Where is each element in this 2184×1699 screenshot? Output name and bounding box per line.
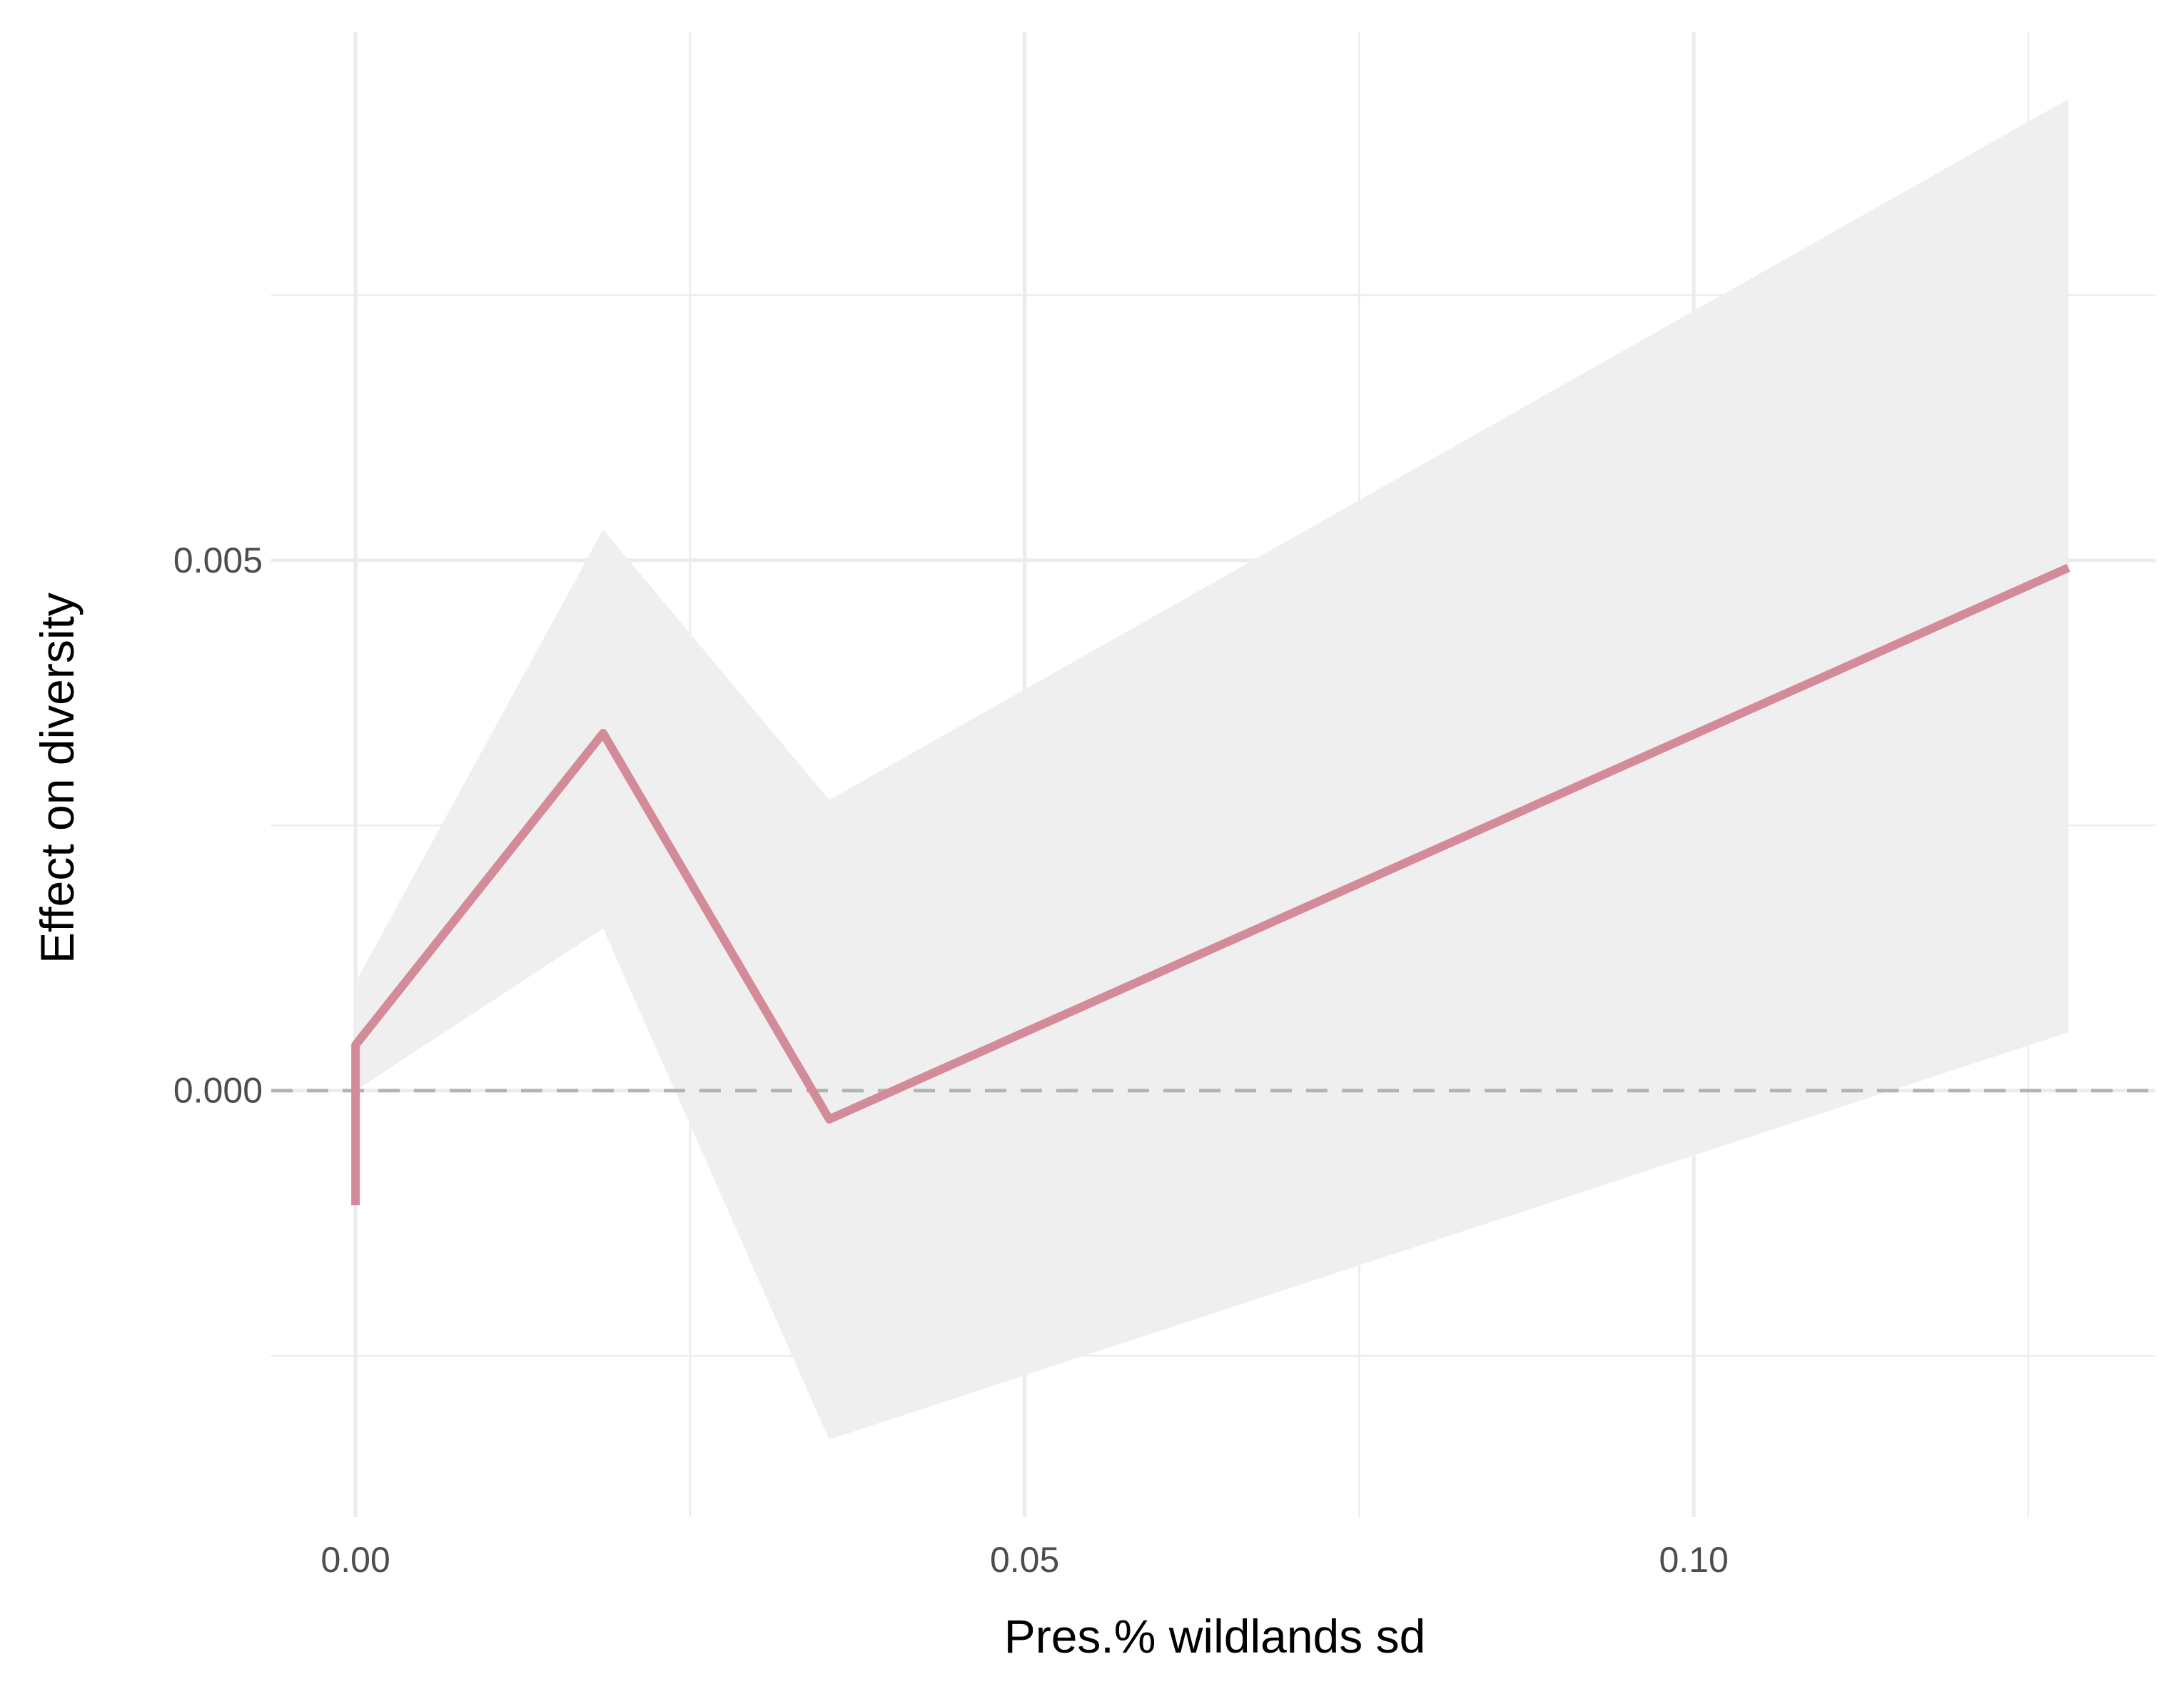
series-line-layer — [351, 563, 2071, 1206]
x-tick-labels: 0.00 0.05 0.10 — [320, 1540, 1728, 1580]
confidence-band-layer — [355, 99, 2069, 1440]
x-tick-label: 0.10 — [1659, 1540, 1728, 1580]
y-axis-title: Effect on diversity — [31, 593, 84, 964]
y-tick-label: 0.000 — [173, 1071, 263, 1111]
y-tick-label: 0.005 — [173, 540, 263, 580]
confidence-band — [355, 99, 2069, 1440]
x-axis-title: Pres.% wildlands sd — [1004, 1610, 1426, 1663]
x-tick-label: 0.05 — [990, 1540, 1059, 1580]
effect-line — [351, 563, 2071, 1206]
y-tick-labels: 0.000 0.005 — [173, 540, 263, 1111]
x-tick-label: 0.00 — [320, 1540, 390, 1580]
